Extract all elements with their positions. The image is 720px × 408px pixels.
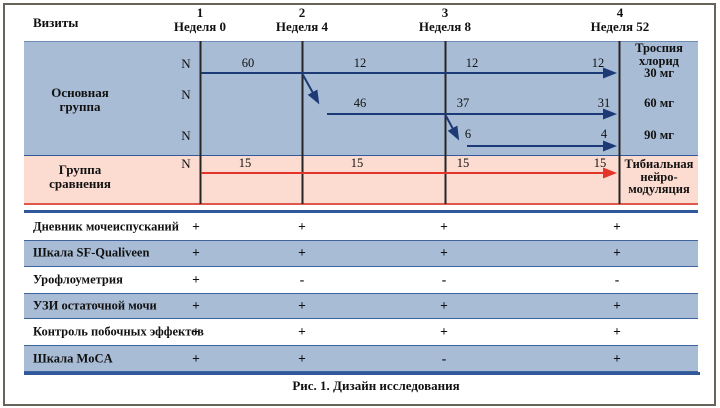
visit-week: Неделя 52 bbox=[590, 19, 650, 34]
mark-v4: + bbox=[613, 324, 621, 340]
mark-v2: - bbox=[299, 271, 305, 287]
assessment-label: Шкала MoCA bbox=[33, 351, 113, 366]
mark-v1: + bbox=[192, 324, 200, 340]
arm1-treatment-label: Троспия хлорид 30 мг bbox=[622, 42, 696, 80]
assessment-table-bottom-rule bbox=[24, 372, 700, 375]
comparison-label-line1: Тибиальная bbox=[624, 157, 694, 171]
assessment-label: Дневник мочеиспусканий bbox=[33, 219, 179, 234]
arm3-count-v4: 4 bbox=[600, 127, 608, 141]
mark-v2: + bbox=[298, 298, 306, 314]
comparison-label-line2: нейро- bbox=[640, 169, 678, 184]
visit-column-header-4: 4 Неделя 52 bbox=[560, 6, 680, 34]
assessment-label: УЗИ остаточной мочи bbox=[33, 298, 157, 313]
arm2-count-v3: 37 bbox=[456, 96, 470, 110]
mark-v2: + bbox=[298, 245, 306, 261]
assessment-row-side-effects: Контроль побочных эффектов + + + + bbox=[24, 319, 698, 345]
arm1-label-line2: хлорид bbox=[639, 53, 679, 68]
assessment-label: Шкала SF-Qualiveen bbox=[33, 245, 150, 260]
mark-v1: + bbox=[192, 350, 200, 366]
visit-week: Неделя 4 bbox=[275, 19, 329, 34]
mark-v4: + bbox=[613, 350, 621, 366]
arm2-treatment-label: 60 мг bbox=[622, 97, 696, 110]
comparison-count-v4: 15 bbox=[593, 156, 607, 170]
comparison-count-v3: 15 bbox=[456, 156, 470, 170]
assessment-row-uroflowmetry: Урофлоуметрия + - - - bbox=[24, 267, 698, 293]
visit-number: 1 bbox=[196, 5, 204, 20]
comparison-count-v2: 15 bbox=[350, 156, 364, 170]
mark-v1: + bbox=[192, 271, 200, 287]
split-arrow-arm2 bbox=[302, 74, 320, 105]
comparison-label-line3: модуляция bbox=[628, 182, 690, 196]
mark-v3: + bbox=[440, 245, 448, 261]
visit-number: 4 bbox=[616, 5, 624, 20]
arm1-label-line1: Троспия bbox=[635, 41, 683, 55]
comparison-group-label: Группа сравнения bbox=[24, 163, 136, 191]
mark-v1: + bbox=[192, 245, 200, 261]
mark-v2: + bbox=[298, 219, 306, 235]
visit-column-header-2: 2 Неделя 4 bbox=[242, 6, 362, 34]
arm2-count-v2: 46 bbox=[353, 96, 367, 110]
assessment-table-top-rule bbox=[24, 210, 698, 213]
main-group-box bbox=[24, 41, 698, 157]
mark-v3: - bbox=[441, 271, 447, 287]
comparison-group-label-line2: сравнения bbox=[49, 176, 111, 191]
arm1-count-v4: 12 bbox=[591, 56, 605, 70]
assessment-table: Дневник мочеиспусканий + + + + Шкала SF-… bbox=[24, 214, 698, 372]
figure-caption: Рис. 1. Дизайн исследования bbox=[292, 378, 460, 393]
visit-week: Неделя 8 bbox=[418, 19, 472, 34]
assessment-row-voiding-diary: Дневник мочеиспусканий + + + + bbox=[24, 214, 698, 240]
assessment-label: Контроль побочных эффектов bbox=[33, 324, 204, 339]
mark-v3: + bbox=[440, 298, 448, 314]
mark-v2: + bbox=[298, 350, 306, 366]
assessment-label: Урофлоуметрия bbox=[33, 272, 123, 287]
main-group-label: Основная группа bbox=[24, 86, 136, 114]
assessment-row-residual-urine-us: УЗИ остаточной мочи + + + + bbox=[24, 292, 698, 320]
visit-number: 3 bbox=[441, 5, 449, 20]
visit-week: Неделя 0 bbox=[173, 19, 227, 34]
arm1-count-v3: 12 bbox=[465, 56, 479, 70]
n-label-arm2: N bbox=[181, 87, 191, 102]
main-group-label-line1: Основная bbox=[51, 85, 109, 100]
arm2-label-line1: 60 мг bbox=[644, 96, 674, 110]
mark-v4: + bbox=[613, 298, 621, 314]
arm1-label-line3: 30 мг bbox=[644, 66, 674, 80]
mark-v1: + bbox=[192, 219, 200, 235]
mark-v4: + bbox=[613, 245, 621, 261]
n-label-arm3: N bbox=[181, 128, 191, 143]
mark-v1: + bbox=[192, 298, 200, 314]
visit-column-header-1: 1 Неделя 0 bbox=[140, 6, 260, 34]
comparison-group-label-line1: Группа bbox=[58, 162, 102, 177]
n-label-arm1: N bbox=[181, 56, 191, 71]
mark-v3: + bbox=[440, 219, 448, 235]
visits-label: Визиты bbox=[33, 15, 79, 30]
assessment-row-moca: Шкала MoCA + + - + bbox=[24, 345, 698, 372]
mark-v4: - bbox=[614, 271, 620, 287]
comparison-count-v1: 15 bbox=[238, 156, 252, 170]
mark-v2: + bbox=[298, 324, 306, 340]
split-arrow-arm3 bbox=[445, 115, 460, 141]
visit-column-header-3: 3 Неделя 8 bbox=[385, 6, 505, 34]
arm1-count-v1: 60 bbox=[241, 56, 255, 70]
arm3-label-line1: 90 мг bbox=[644, 128, 674, 142]
assessment-row-sf-qualiveen: Шкала SF-Qualiveen + + + + bbox=[24, 240, 698, 267]
comparison-group-box bbox=[24, 156, 698, 205]
arm3-treatment-label: 90 мг bbox=[622, 129, 696, 142]
mark-v3: - bbox=[441, 350, 447, 366]
comparison-treatment-label: Тибиальная нейро- модуляция bbox=[622, 158, 696, 196]
mark-v3: + bbox=[440, 324, 448, 340]
n-label-comparison: N bbox=[181, 156, 191, 171]
main-group-label-line2: группа bbox=[59, 99, 101, 114]
mark-v4: + bbox=[613, 219, 621, 235]
visit-number: 2 bbox=[298, 5, 306, 20]
arm2-count-v4: 31 bbox=[597, 96, 611, 110]
arm3-count-v3: 6 bbox=[464, 127, 472, 141]
arm1-count-v2: 12 bbox=[353, 56, 367, 70]
